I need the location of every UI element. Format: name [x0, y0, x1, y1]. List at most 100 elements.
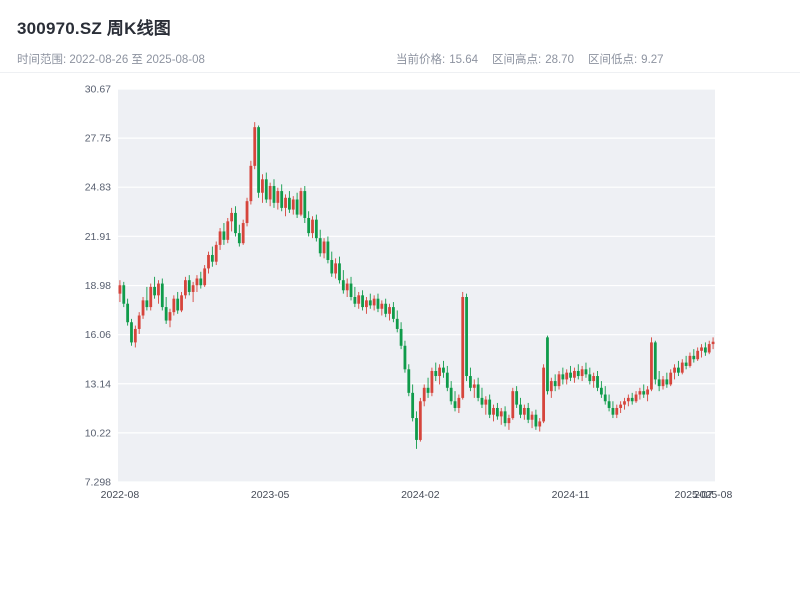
y-tick-label: 30.67 — [85, 84, 111, 96]
candle — [480, 387, 484, 408]
candle — [611, 401, 615, 419]
candle — [677, 360, 680, 377]
candle — [442, 360, 445, 378]
x-tick-label: 2024-11 — [552, 489, 590, 501]
candle — [499, 407, 503, 425]
candle — [299, 187, 303, 217]
candle — [549, 377, 553, 398]
candle — [330, 251, 334, 277]
candle — [546, 335, 549, 395]
candle — [507, 414, 511, 430]
candle — [553, 374, 557, 392]
candle — [488, 394, 492, 419]
candle — [399, 322, 403, 350]
candle — [191, 281, 195, 303]
candle — [700, 344, 703, 358]
candle — [573, 367, 576, 383]
x-tick-label: 2023-05 — [251, 489, 290, 501]
current-price-label: 当前价格: — [396, 54, 446, 66]
candle — [218, 228, 222, 250]
candle — [145, 286, 149, 311]
candle — [157, 280, 160, 304]
candle — [469, 367, 472, 392]
candle — [353, 286, 357, 308]
candle — [372, 295, 376, 311]
candle — [210, 246, 214, 267]
candle — [199, 271, 203, 289]
candle — [384, 298, 388, 318]
candle — [422, 384, 426, 407]
candle — [449, 381, 453, 405]
candle — [365, 297, 368, 314]
y-tick-label: 21.91 — [85, 231, 111, 243]
candle — [561, 367, 565, 385]
candle — [130, 318, 133, 346]
candle — [357, 291, 361, 309]
candle — [234, 206, 237, 237]
candle — [634, 391, 638, 403]
candle — [361, 290, 364, 311]
candle — [307, 211, 311, 237]
candle — [322, 238, 326, 259]
candle — [318, 229, 322, 257]
candle — [584, 362, 588, 378]
candle — [592, 372, 596, 388]
candle — [623, 397, 626, 410]
candle — [596, 370, 599, 392]
chart-container: 30.67 27.75 24.83 21.91 18.98 16.06 13.14 10.22… — [0, 72, 800, 600]
candle — [388, 303, 391, 321]
candle — [391, 302, 395, 323]
candle — [338, 256, 341, 284]
candle — [661, 376, 665, 390]
candle — [673, 364, 676, 380]
candle — [476, 377, 480, 402]
candle — [237, 224, 241, 247]
candle — [538, 418, 542, 432]
range-low-stat: 区间低点: 9.27 — [588, 51, 664, 67]
candle — [203, 265, 207, 287]
candle — [707, 340, 711, 355]
candle — [160, 278, 164, 311]
candle — [226, 217, 230, 244]
candle — [534, 409, 538, 430]
x-tick-label: 2025-08 — [694, 489, 733, 501]
candle — [326, 236, 330, 264]
candle — [669, 369, 673, 387]
candle — [565, 369, 569, 385]
range-high-label: 区间高点: — [491, 54, 542, 66]
price-stats: 当前价格: 15.64 区间高点: 28.70 区间低点: 9.27 — [396, 51, 664, 67]
y-tick-label: 27.75 — [85, 133, 111, 145]
candle — [268, 182, 272, 207]
candle — [430, 367, 434, 397]
candle — [472, 379, 476, 398]
candle — [465, 293, 468, 382]
candle — [264, 172, 268, 203]
candle — [511, 387, 515, 420]
candle — [445, 365, 449, 392]
candle — [557, 370, 561, 390]
candle — [650, 337, 653, 392]
candle — [376, 293, 380, 313]
candle — [657, 370, 661, 392]
y-tick-label: 24.83 — [85, 182, 111, 194]
candle — [569, 365, 572, 382]
candle — [291, 196, 295, 215]
candle — [461, 291, 465, 400]
candle — [257, 125, 260, 198]
current-price-stat: 当前价格: 15.64 — [396, 51, 478, 67]
candle — [680, 359, 684, 375]
candle — [172, 295, 176, 316]
kline-chart: 30.67 27.75 24.83 21.91 18.98 16.06 13.14 10.22… — [85, 84, 733, 502]
candle — [284, 194, 287, 217]
y-tick-label: 18.98 — [85, 280, 111, 292]
candle — [411, 384, 415, 422]
range-high-stat: 区间高点: 28.70 — [492, 51, 574, 67]
candle — [141, 297, 145, 319]
candle — [630, 392, 634, 405]
candle — [395, 310, 399, 333]
candle — [380, 300, 384, 316]
candle — [492, 404, 495, 422]
range-low-label: 区间低点: — [587, 54, 638, 66]
candle — [249, 160, 253, 205]
